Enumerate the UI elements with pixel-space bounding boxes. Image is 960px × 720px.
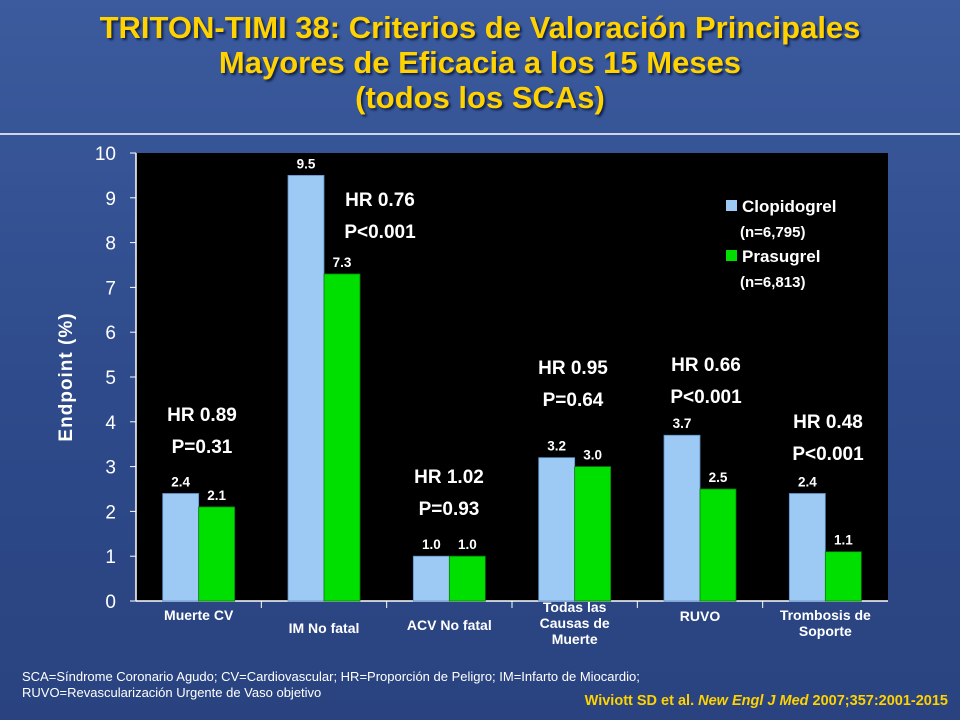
- legend-label: Prasugrel: [742, 247, 820, 266]
- p-value-annotation: P=0.93: [419, 499, 480, 520]
- footnote: SCA=Síndrome Coronario Agudo; CV=Cardiov…: [22, 669, 640, 701]
- data-label: 3.0: [583, 448, 602, 463]
- legend-sublabel: (n=6,813): [740, 274, 805, 291]
- bar-clopidogrel: [538, 457, 576, 602]
- bar-clopidogrel: [162, 493, 200, 602]
- bar-prasugrel: [198, 506, 236, 602]
- legend-sublabel: (n=6,795): [740, 224, 805, 241]
- data-label: 1.0: [422, 537, 441, 552]
- legend-swatch-prasugrel: [726, 250, 737, 261]
- y-tick-label: 9: [105, 189, 116, 210]
- data-label: 2.5: [709, 470, 728, 485]
- citation-authors: Wiviott SD et al.: [584, 693, 695, 709]
- title-line-3: (todos los SCAs): [355, 80, 605, 115]
- data-label: 7.3: [333, 255, 352, 270]
- y-tick-label: 2: [105, 502, 116, 523]
- bar-prasugrel: [699, 488, 737, 602]
- bar-prasugrel: [574, 466, 612, 602]
- bar-clopidogrel: [287, 175, 325, 602]
- category-label: ACV No fatal: [407, 617, 492, 633]
- p-value-annotation: P<0.001: [792, 444, 864, 465]
- plot-area: [136, 153, 888, 601]
- citation-ref: 2007;357:2001-2015: [812, 693, 948, 709]
- y-tick-label: 6: [105, 323, 116, 344]
- data-label: 1.1: [834, 533, 853, 548]
- bar-prasugrel: [448, 555, 486, 602]
- y-tick-label: 4: [105, 413, 116, 434]
- citation-journal: New Engl J Med: [698, 693, 809, 709]
- y-tick-label: 0: [105, 592, 116, 613]
- bar-chart: 0 1 2 3 4 5 6 7 8 9 10 Endpoint (%) 2.4 2.1 Muerte CV 9…: [56, 144, 888, 647]
- footnote-line-1: SCA=Síndrome Coronario Agudo; CV=Cardiov…: [22, 669, 640, 684]
- footnote-line-2: RUVO=Revascularización Urgente de Vaso o…: [22, 685, 322, 700]
- y-tick-label: 5: [105, 368, 116, 389]
- p-value-annotation: P=0.31: [172, 437, 233, 458]
- hr-annotation: HR 0.48: [793, 412, 863, 433]
- data-label: 2.4: [798, 474, 817, 489]
- bar-clopidogrel: [663, 434, 701, 602]
- y-tick-label: 7: [105, 278, 116, 299]
- hr-annotation: HR 0.66: [671, 355, 741, 376]
- hr-annotation: HR 0.89: [167, 405, 237, 426]
- y-tick-label: 10: [95, 144, 116, 165]
- y-tick-label: 1: [105, 547, 116, 568]
- y-axis-label: Endpoint (%): [56, 312, 77, 441]
- legend-label: Clopidogrel: [742, 197, 836, 216]
- hr-annotation: HR 1.02: [414, 467, 484, 488]
- title-divider: [0, 133, 960, 135]
- p-value-annotation: P<0.001: [670, 387, 742, 408]
- hr-annotation: HR 0.76: [345, 190, 415, 211]
- bar-prasugrel: [824, 551, 862, 602]
- category-label: Trombosis de Soporte: [780, 607, 871, 639]
- y-tick-label: 8: [105, 234, 116, 255]
- category-label: IM No fatal: [289, 620, 360, 636]
- data-label: 1.0: [458, 537, 477, 552]
- bar-clopidogrel: [412, 555, 450, 602]
- data-label: 3.2: [547, 439, 566, 454]
- title-line-2: Mayores de Eficacia a los 15 Meses: [218, 45, 742, 80]
- legend-swatch-clopidogrel: [726, 200, 737, 211]
- category-label: Todas las Causas de Muerte: [540, 599, 610, 647]
- p-value-annotation: P=0.64: [543, 390, 604, 411]
- citation: Wiviott SD et al. New Engl J Med 2007;35…: [585, 693, 948, 709]
- data-label: 2.4: [171, 474, 190, 489]
- data-label: 3.7: [673, 416, 692, 431]
- slide-title: TRITON-TIMI 38: Criterios de Valoración …: [0, 10, 960, 115]
- category-label: Muerte CV: [164, 607, 234, 623]
- bar-clopidogrel: [788, 493, 826, 602]
- hr-annotation: HR 0.95: [538, 358, 608, 379]
- p-value-annotation: P<0.001: [344, 222, 416, 243]
- data-label: 2.1: [207, 488, 226, 503]
- data-label: 9.5: [297, 156, 316, 171]
- title-line-1: TRITON-TIMI 38: Criterios de Valoración …: [99, 10, 861, 45]
- bar-prasugrel: [323, 273, 361, 602]
- y-tick-label: 3: [105, 458, 116, 479]
- category-label: RUVO: [680, 608, 721, 624]
